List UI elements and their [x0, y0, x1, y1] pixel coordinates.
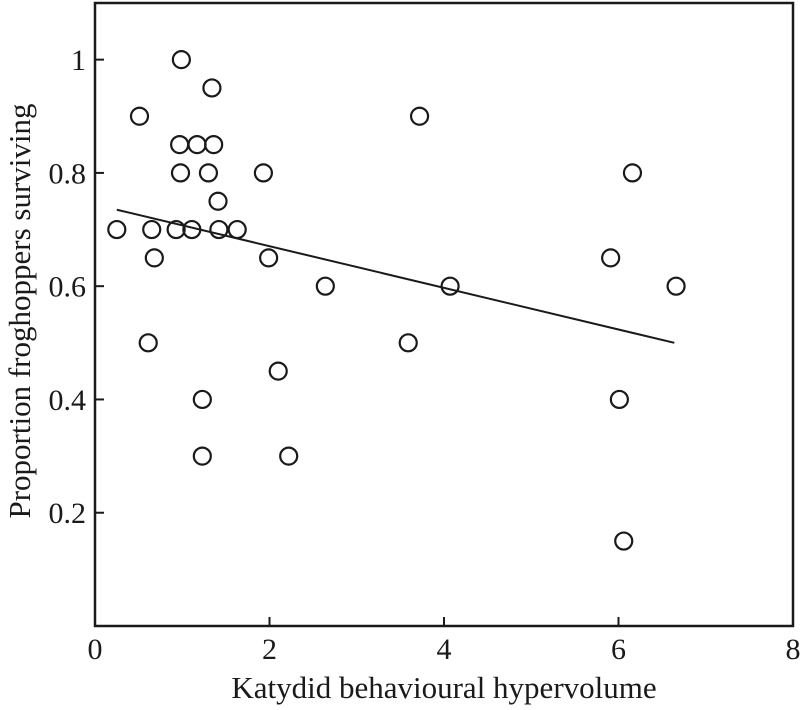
y-axis-label: Proportion froghoppers surviving	[2, 103, 37, 518]
data-point-marker	[398, 333, 418, 353]
data-point-marker	[315, 276, 335, 296]
data-point-marker	[253, 163, 273, 183]
data-point-marker	[227, 219, 247, 240]
data-point-marker	[187, 134, 207, 155]
data-point-marker	[129, 106, 150, 126]
y-tick-label: 0.6	[49, 271, 87, 304]
y-tick-label: 1	[71, 44, 86, 77]
data-point-marker	[204, 134, 224, 155]
data-point-marker	[107, 219, 127, 240]
x-axis-label: Katydid behavioural hypervolume	[231, 670, 656, 705]
data-point-marker	[279, 446, 299, 466]
x-tick-label: 6	[611, 633, 626, 666]
data-point-marker	[666, 276, 686, 296]
data-point-marker	[142, 219, 162, 240]
plot-frame	[93, 1, 795, 628]
plot-area: 0 2 4 6 8 0.2 0.4 0.6 0.8 1	[49, 1, 800, 666]
data-point-marker	[192, 389, 212, 410]
data-point-marker	[614, 531, 634, 551]
data-point-marker	[259, 248, 279, 268]
data-point-marker	[138, 333, 158, 353]
data-point-marker	[166, 219, 186, 240]
data-point-marker	[198, 163, 219, 183]
x-tick-label: 0	[88, 633, 103, 666]
x-tick-label: 4	[437, 633, 452, 666]
data-point-marker	[622, 163, 643, 183]
y-tick-label: 0.8	[49, 157, 87, 190]
data-point-marker	[170, 163, 191, 183]
x-tick-label: 2	[262, 633, 277, 666]
data-point-marker	[171, 50, 191, 70]
y-tick-label: 0.2	[49, 497, 87, 530]
data-point-marker	[609, 389, 629, 410]
y-tick-label: 0.4	[49, 384, 87, 417]
data-point-marker	[202, 78, 222, 98]
data-point-marker	[601, 248, 621, 268]
data-point-marker	[209, 219, 229, 240]
data-point-marker	[182, 219, 202, 240]
x-tick-label: 8	[786, 633, 800, 666]
data-point-marker	[268, 361, 288, 381]
data-point-marker	[192, 446, 212, 466]
data-point-marker	[170, 134, 190, 155]
data-point-marker	[144, 248, 164, 268]
data-point-marker	[440, 276, 460, 296]
data-point-marker	[409, 106, 430, 126]
data-point-marker	[208, 191, 228, 211]
